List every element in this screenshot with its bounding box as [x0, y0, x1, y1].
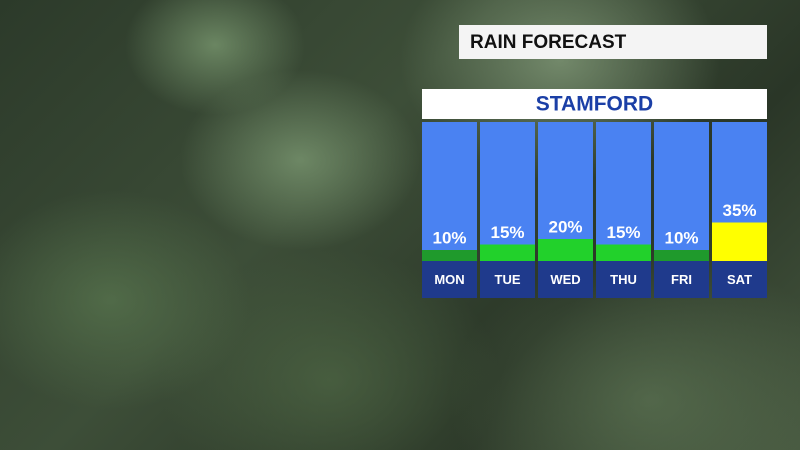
value-label: 35% [722, 201, 756, 220]
x-tick-label: THU [610, 272, 637, 287]
value-label: 15% [490, 223, 524, 242]
chart-subtitle: STAMFORD [536, 93, 653, 116]
x-tick-label: WED [550, 272, 580, 287]
column-background [654, 122, 709, 261]
bar [596, 244, 651, 261]
day-band [654, 261, 709, 298]
x-tick-label: TUE [495, 272, 521, 287]
column-background [538, 122, 593, 261]
value-label: 10% [432, 228, 466, 247]
day-band [596, 261, 651, 298]
column-background [480, 122, 535, 261]
bar [538, 239, 593, 261]
value-label: 20% [548, 217, 582, 236]
bar [422, 250, 477, 261]
day-band [712, 261, 767, 298]
x-tick-label: FRI [671, 272, 692, 287]
day-band [422, 261, 477, 298]
column-background [422, 122, 477, 261]
subtitle-box [422, 89, 767, 119]
day-band [538, 261, 593, 298]
value-label: 15% [606, 223, 640, 242]
day-band [480, 261, 535, 298]
value-label: 10% [664, 228, 698, 247]
x-tick-label: SAT [727, 272, 752, 287]
x-tick-label: MON [434, 272, 464, 287]
title-box [459, 25, 767, 59]
chart-title: RAIN FORECAST [470, 32, 627, 53]
bar [480, 244, 535, 261]
bar [712, 222, 767, 261]
bar [654, 250, 709, 261]
column-background [596, 122, 651, 261]
